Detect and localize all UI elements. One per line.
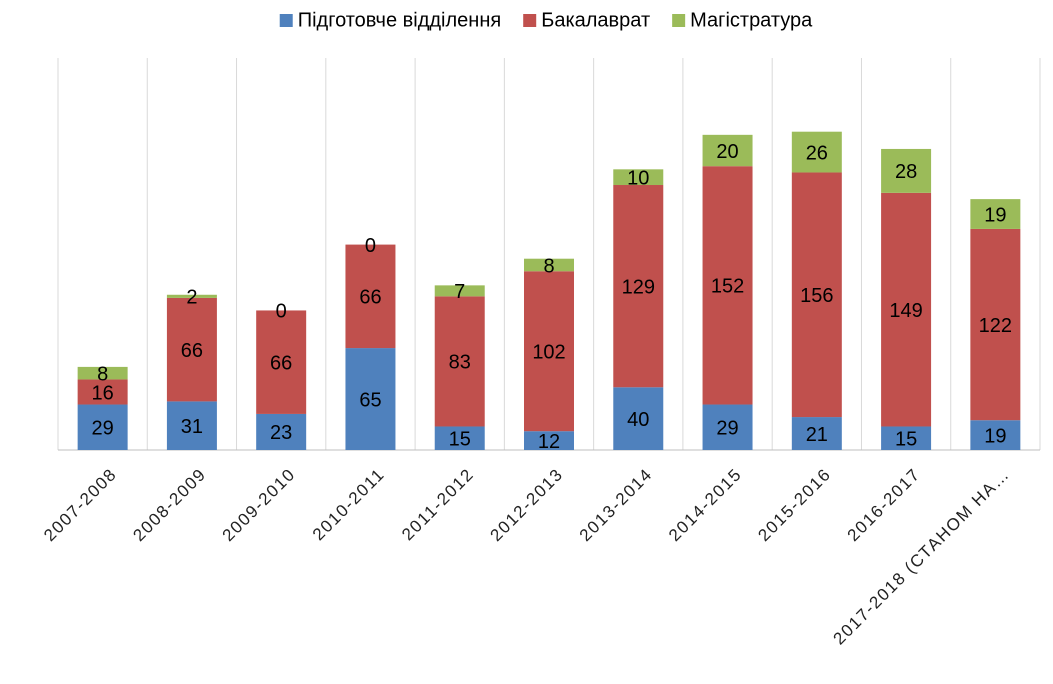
- data-label: 7: [454, 281, 465, 303]
- bar-segment: [434, 296, 485, 427]
- bar-segment: [434, 426, 485, 450]
- bar-segment: [702, 134, 753, 167]
- x-tick-label: 2014-2015: [665, 465, 745, 545]
- data-label: 122: [979, 315, 1012, 337]
- legend-label: Бакалаврат: [541, 9, 650, 31]
- x-tick-label: 2016-2017: [844, 465, 924, 545]
- bar-segment: [613, 387, 664, 450]
- data-label: 66: [270, 352, 292, 374]
- data-label: 83: [449, 352, 471, 374]
- data-label: 29: [716, 418, 738, 440]
- data-label: 28: [895, 161, 917, 183]
- bar-segment: [166, 297, 217, 402]
- x-tick-label: 2007-2008: [40, 465, 120, 545]
- bar-segment: [77, 366, 128, 380]
- bar-segment: [345, 244, 396, 349]
- x-tick-label: 2011-2012: [398, 465, 478, 545]
- data-label: 29: [92, 418, 114, 440]
- legend-swatch: [279, 14, 293, 27]
- data-label: 15: [895, 429, 917, 451]
- data-label: 8: [97, 363, 108, 385]
- data-label: 19: [984, 425, 1006, 447]
- bar-segment: [702, 166, 753, 405]
- data-label: 0: [365, 235, 376, 257]
- bar-segment: [256, 310, 307, 414]
- bar-segment: [256, 413, 307, 450]
- bar-segment: [791, 172, 842, 418]
- bar-segment: [524, 271, 574, 432]
- bar-segment: [166, 401, 217, 450]
- bar-segment: [970, 199, 1021, 229]
- bar-segment: [881, 192, 932, 427]
- data-label: 23: [270, 422, 292, 444]
- legend-label: Магістратура: [690, 9, 813, 31]
- data-label: 20: [716, 141, 738, 163]
- data-label: 66: [181, 340, 203, 362]
- bar-segment: [881, 148, 932, 193]
- data-label: 8: [543, 255, 554, 277]
- legend-swatch: [523, 14, 537, 27]
- x-tick-label: 2010-2011: [309, 465, 389, 545]
- bar-segment: [613, 169, 664, 186]
- data-label: 12: [538, 431, 560, 453]
- bar-segment: [345, 348, 396, 450]
- data-label: 16: [92, 382, 114, 404]
- data-label: 152: [711, 276, 744, 298]
- x-tick-label: 2009-2010: [219, 465, 299, 545]
- data-label: 19: [984, 204, 1006, 226]
- bar-segment: [524, 431, 574, 450]
- legend-swatch: [672, 14, 686, 27]
- data-label: 66: [359, 287, 381, 309]
- bar-segment: [702, 404, 753, 450]
- bar-segment: [77, 404, 128, 450]
- data-label: 65: [359, 389, 381, 411]
- bar-segment: [970, 420, 1021, 450]
- x-tick-label: 2015-2016: [754, 465, 834, 545]
- bar-segment: [434, 285, 485, 297]
- bar-segment: [524, 258, 574, 272]
- data-label: 2: [186, 287, 197, 309]
- x-tick-label: 2008-2009: [129, 465, 209, 545]
- bar-segment: [970, 228, 1021, 421]
- x-tick-label: 2013-2014: [576, 465, 656, 545]
- bar-segment: [791, 131, 842, 173]
- data-label: 156: [800, 285, 833, 307]
- data-label: 31: [181, 416, 203, 438]
- bar-segment: [881, 426, 932, 450]
- data-label: 40: [627, 409, 649, 431]
- data-label: 15: [449, 429, 471, 451]
- bar-segment: [613, 185, 664, 388]
- bar-segment: [77, 379, 128, 405]
- data-label: 149: [889, 300, 922, 322]
- data-label: 102: [532, 341, 565, 363]
- data-label: 21: [806, 424, 828, 446]
- legend-label: Підготовче відділення: [298, 9, 501, 31]
- x-tick-label: 2012-2013: [487, 465, 567, 545]
- bar-segment: [166, 294, 217, 298]
- data-label: 0: [276, 301, 287, 323]
- data-label: 129: [622, 276, 655, 298]
- x-tick-label: 2017-2018 (СТАНОМ НА…: [829, 465, 1013, 649]
- data-label: 10: [627, 167, 649, 189]
- data-label: 26: [806, 142, 828, 164]
- bar-segment: [791, 417, 842, 450]
